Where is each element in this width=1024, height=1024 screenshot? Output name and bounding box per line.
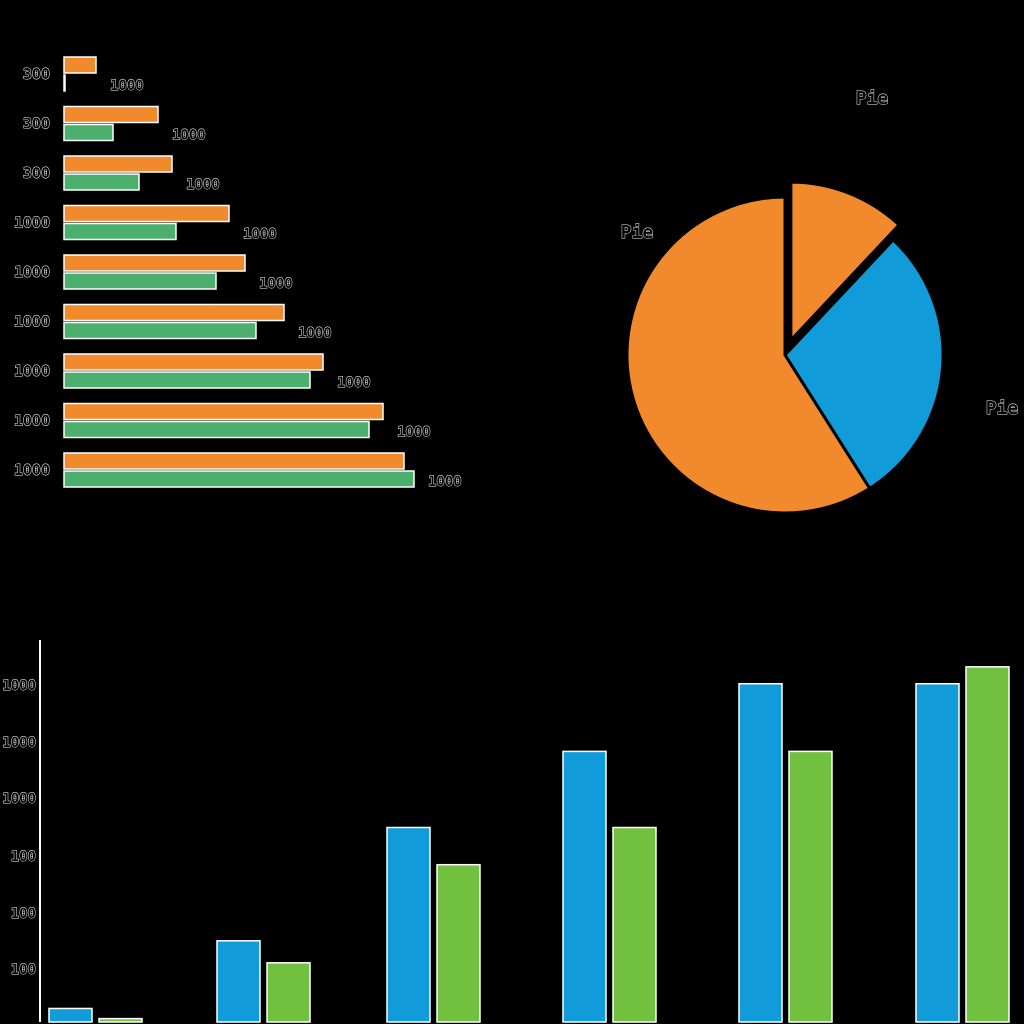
hbar-value-label-2: 1000 [186, 177, 220, 193]
hbar-green-5 [63, 321, 257, 340]
y-tick-label-4: 100 [11, 906, 36, 922]
hbar-green-8 [63, 470, 415, 488]
pie-slice-1 [789, 180, 902, 344]
pie-label-0: Pie [621, 222, 654, 243]
hbar-category-label-4: 1000 [14, 263, 50, 281]
hbar-orange-3 [63, 204, 230, 223]
hbar-orange-4 [63, 254, 246, 272]
vbar-blue-3 [562, 750, 607, 1023]
hbar-green-6 [63, 371, 311, 389]
hbar-green-1 [63, 123, 114, 142]
hbar-green-3 [63, 222, 177, 241]
vertical-bar-chart: 1000 1000 1000 100 100 100 [2, 640, 1010, 1023]
hbar-value-label-5: 1000 [298, 326, 332, 342]
hbar-category-label-7: 1000 [14, 412, 50, 430]
hbar-category-label-0: 300 [23, 65, 50, 83]
hbar-green-7 [63, 420, 370, 439]
vbar-blue-4 [738, 682, 783, 1023]
hbar-green-0 [63, 74, 66, 92]
hbar-green-2 [63, 173, 140, 191]
hbar-orange-6 [63, 353, 324, 371]
hbar-value-label-7: 1000 [397, 425, 431, 441]
vbar-green-3 [612, 826, 657, 1023]
horizontal-bar-chart: 300 1000 300 1000 300 1000 1000 1000 1000 1000 100… [13, 56, 462, 490]
vbar-blue-1 [216, 940, 261, 1023]
vbar-green-0 [98, 1017, 143, 1023]
hbar-category-label-2: 300 [23, 164, 50, 182]
vbar-blue-2 [386, 826, 431, 1023]
pie-slice-0 [625, 195, 872, 515]
pie-label-2: Pie [986, 398, 1019, 419]
y-tick-label-0: 1000 [2, 678, 36, 694]
pie-slice-2 [783, 237, 945, 491]
hbar-value-label-6: 1000 [337, 375, 371, 391]
vbar-green-2 [436, 863, 481, 1023]
hbar-orange-7 [63, 402, 384, 421]
vbar-green-1 [266, 962, 311, 1023]
hbar-category-label-6: 1000 [14, 362, 50, 380]
hbar-value-label-8: 1000 [428, 474, 462, 490]
pie-label-1: Pie [856, 88, 889, 109]
hbar-value-label-0: 1000 [110, 78, 144, 94]
hbar-value-label-1: 1000 [172, 128, 206, 144]
hbar-value-label-3: 1000 [243, 227, 277, 243]
hbar-orange-0 [63, 56, 97, 74]
hbar-orange-5 [63, 303, 285, 322]
hbar-category-label-3: 1000 [14, 214, 50, 232]
pie-chart: Pie Pie Pie [620, 88, 1019, 515]
hbar-value-label-4: 1000 [259, 276, 293, 292]
hbar-orange-2 [63, 155, 173, 173]
hbar-orange-1 [63, 105, 159, 124]
vbar-green-4 [788, 750, 833, 1023]
y-tick-label-2: 1000 [2, 791, 36, 807]
hbar-category-label-5: 1000 [14, 313, 50, 331]
hbar-green-4 [63, 272, 217, 290]
y-tick-label-5: 100 [11, 962, 36, 978]
hbar-category-label-8: 1000 [14, 461, 50, 479]
y-tick-label-1: 1000 [2, 735, 36, 751]
vbar-blue-0 [48, 1007, 93, 1023]
y-tick-label-3: 100 [11, 849, 36, 865]
hbar-category-label-1: 300 [23, 115, 50, 133]
hbar-orange-8 [63, 452, 405, 470]
vbar-green-5 [965, 666, 1010, 1023]
vbar-blue-5 [915, 682, 960, 1023]
